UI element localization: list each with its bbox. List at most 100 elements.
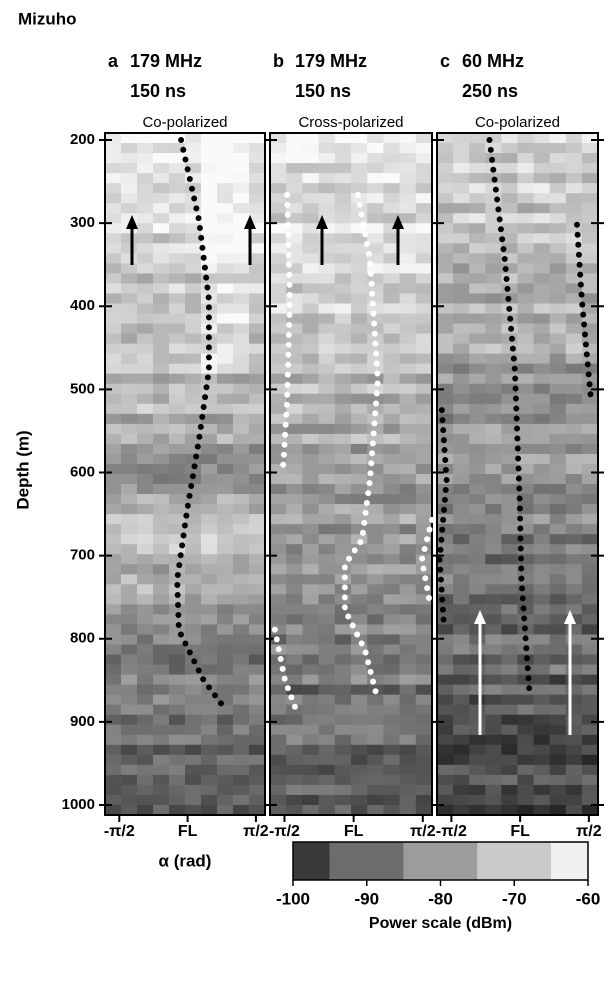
image-cell bbox=[415, 323, 433, 335]
image-cell bbox=[249, 504, 266, 515]
y-tick-label: 200 bbox=[70, 131, 95, 148]
image-cell bbox=[383, 744, 401, 756]
image-cell bbox=[533, 203, 551, 214]
image-cell bbox=[399, 704, 417, 716]
image-cell bbox=[185, 644, 202, 656]
image-cell bbox=[469, 193, 486, 204]
image-cell bbox=[399, 604, 417, 615]
image-cell bbox=[399, 534, 417, 545]
image-cell bbox=[399, 524, 417, 535]
image-cell bbox=[367, 584, 384, 595]
image-cell bbox=[105, 534, 122, 545]
image-cell bbox=[153, 273, 170, 284]
image-cell bbox=[121, 233, 138, 244]
image-cell bbox=[286, 233, 303, 244]
image-cell bbox=[217, 524, 234, 535]
image-cell bbox=[217, 383, 234, 395]
image-cell bbox=[217, 574, 234, 585]
image-cell bbox=[137, 323, 154, 335]
image-cell bbox=[270, 443, 287, 455]
image-cell bbox=[334, 514, 352, 525]
image-cell bbox=[581, 534, 599, 545]
image-cell bbox=[517, 674, 535, 686]
image-cell bbox=[318, 634, 336, 645]
image-cell bbox=[137, 704, 154, 716]
image-cell bbox=[415, 764, 433, 776]
image-cell bbox=[469, 463, 486, 475]
image-cell bbox=[201, 413, 218, 425]
image-cell bbox=[351, 474, 368, 485]
image-cell bbox=[415, 514, 433, 525]
image-cell bbox=[517, 594, 535, 605]
image-cell bbox=[121, 474, 138, 485]
image-cell bbox=[501, 574, 518, 585]
image-cell bbox=[383, 784, 401, 796]
image-cell bbox=[105, 193, 122, 204]
image-cell bbox=[533, 303, 551, 315]
image-cell bbox=[415, 694, 433, 706]
image-cell bbox=[201, 534, 218, 545]
image-cell bbox=[169, 143, 186, 154]
image-cell bbox=[453, 413, 470, 425]
image-cell bbox=[549, 624, 567, 635]
image-cell bbox=[581, 804, 599, 816]
image-cell bbox=[383, 714, 401, 726]
image-cell bbox=[169, 504, 186, 515]
image-cell bbox=[105, 784, 122, 796]
image-cell bbox=[233, 564, 250, 575]
image-cell bbox=[469, 323, 486, 335]
image-cell bbox=[318, 383, 336, 395]
image-cell bbox=[249, 243, 266, 254]
image-cell bbox=[217, 443, 234, 455]
image-cell bbox=[105, 614, 122, 625]
image-cell bbox=[469, 754, 486, 766]
image-cell bbox=[383, 594, 401, 605]
image-cell bbox=[549, 413, 567, 425]
image-cell bbox=[469, 433, 486, 445]
image-cell bbox=[367, 303, 384, 315]
image-cell bbox=[453, 293, 470, 304]
image-cell bbox=[217, 323, 234, 335]
image-cell bbox=[121, 644, 138, 656]
image-cell bbox=[185, 353, 202, 365]
image-cell bbox=[383, 143, 401, 154]
image-cell bbox=[453, 403, 470, 415]
image-cell bbox=[270, 273, 287, 284]
image-cell bbox=[367, 694, 384, 706]
image-cell bbox=[453, 654, 470, 666]
image-cell bbox=[286, 403, 303, 415]
image-cell bbox=[549, 193, 567, 204]
image-cell bbox=[286, 223, 303, 234]
image-cell bbox=[201, 694, 218, 706]
image-cell bbox=[334, 253, 352, 264]
image-cell bbox=[501, 484, 518, 495]
image-cell bbox=[137, 143, 154, 154]
image-cell bbox=[137, 453, 154, 465]
image-cell bbox=[485, 243, 502, 254]
image-cell bbox=[201, 153, 218, 164]
dotted-curve bbox=[280, 191, 293, 469]
image-cell bbox=[565, 463, 583, 475]
image-cell bbox=[137, 353, 154, 365]
image-cell bbox=[121, 554, 138, 565]
image-cell bbox=[249, 654, 266, 666]
image-cell bbox=[201, 233, 218, 244]
image-cell bbox=[415, 774, 433, 786]
image-cell bbox=[201, 143, 218, 154]
image-cell bbox=[383, 804, 401, 816]
image-cell bbox=[169, 544, 186, 555]
image-cell bbox=[399, 143, 417, 154]
image-cell bbox=[351, 213, 368, 224]
image-cell bbox=[121, 774, 138, 786]
image-cell bbox=[469, 133, 486, 144]
image-cell bbox=[453, 644, 470, 656]
image-cell bbox=[549, 714, 567, 726]
image-cell bbox=[485, 413, 502, 425]
image-cell bbox=[351, 504, 368, 515]
image-cell bbox=[565, 564, 583, 575]
image-cell bbox=[302, 494, 320, 505]
image-cell bbox=[217, 343, 234, 355]
image-cell bbox=[485, 363, 502, 375]
image-cell bbox=[153, 644, 170, 656]
image-cell bbox=[453, 764, 470, 776]
